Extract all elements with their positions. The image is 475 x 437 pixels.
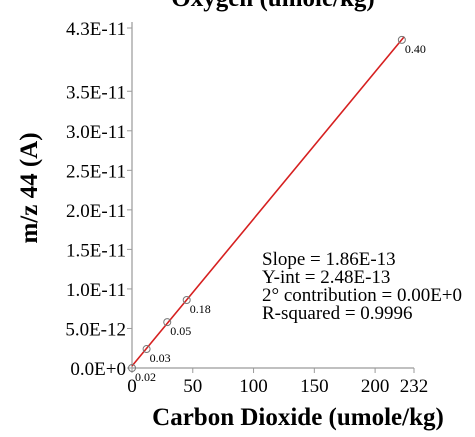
data-point [397, 35, 406, 44]
data-point-label: 0.05 [170, 324, 191, 338]
y-tick-label: 5.0E-12 [65, 319, 126, 340]
axes: 0.0E+0 5.0E-12 1.0E-11 1.5E-11 2.0E-11 2.5E-1… [65, 19, 428, 397]
fit-line-layer [131, 36, 405, 367]
data-point-label: 0.40 [405, 42, 426, 56]
stat-slope: Slope = 1.86E-13 [262, 249, 396, 270]
y-tick-label: 1.5E-11 [66, 240, 126, 261]
data-point [128, 364, 136, 372]
stat-r-squared: R-squared = 0.9996 [262, 303, 413, 324]
data-point [163, 318, 172, 327]
data-point-label: 0.18 [190, 302, 211, 316]
x-tick-label: 232 [400, 376, 429, 397]
x-tick-label: 200 [361, 376, 390, 397]
stat-secondary-contribution: 2° contribution = 0.00E+0 [262, 285, 462, 306]
fit-statistics: Slope = 1.86E-13 Y-int = 2.48E-13 2° con… [262, 249, 462, 324]
x-tick-label: 150 [300, 376, 329, 397]
y-tick-label: 1.0E-11 [66, 280, 126, 301]
y-axis-title: m/z 44 (A) [16, 132, 43, 243]
chart-title: Oxygen (umole/kg) [171, 0, 374, 12]
x-tick-label: 0 [127, 376, 137, 397]
x-tick-label: 50 [183, 376, 202, 397]
x-axis-title: Carbon Dioxide (umole/kg) [152, 404, 444, 431]
y-tick-label: 2.0E-11 [66, 201, 126, 222]
y-tick-label: 4.3E-11 [66, 19, 126, 40]
data-point [182, 296, 191, 304]
y-tick-label: 2.5E-11 [66, 161, 126, 182]
y-tick-label: 3.5E-11 [66, 82, 126, 103]
data-point-label: 0.02 [135, 370, 156, 384]
y-tick-label: 0.0E+0 [70, 359, 126, 380]
x-tick-label: 100 [239, 376, 268, 397]
data-points: 0.02 0.03 0.05 0.18 0.40 [128, 35, 426, 384]
regression-line [131, 36, 405, 367]
data-point [142, 345, 151, 354]
y-tick-label: 3.0E-11 [66, 122, 126, 143]
stat-y-intercept: Y-int = 2.48E-13 [262, 267, 390, 288]
data-point-label: 0.03 [150, 351, 171, 365]
